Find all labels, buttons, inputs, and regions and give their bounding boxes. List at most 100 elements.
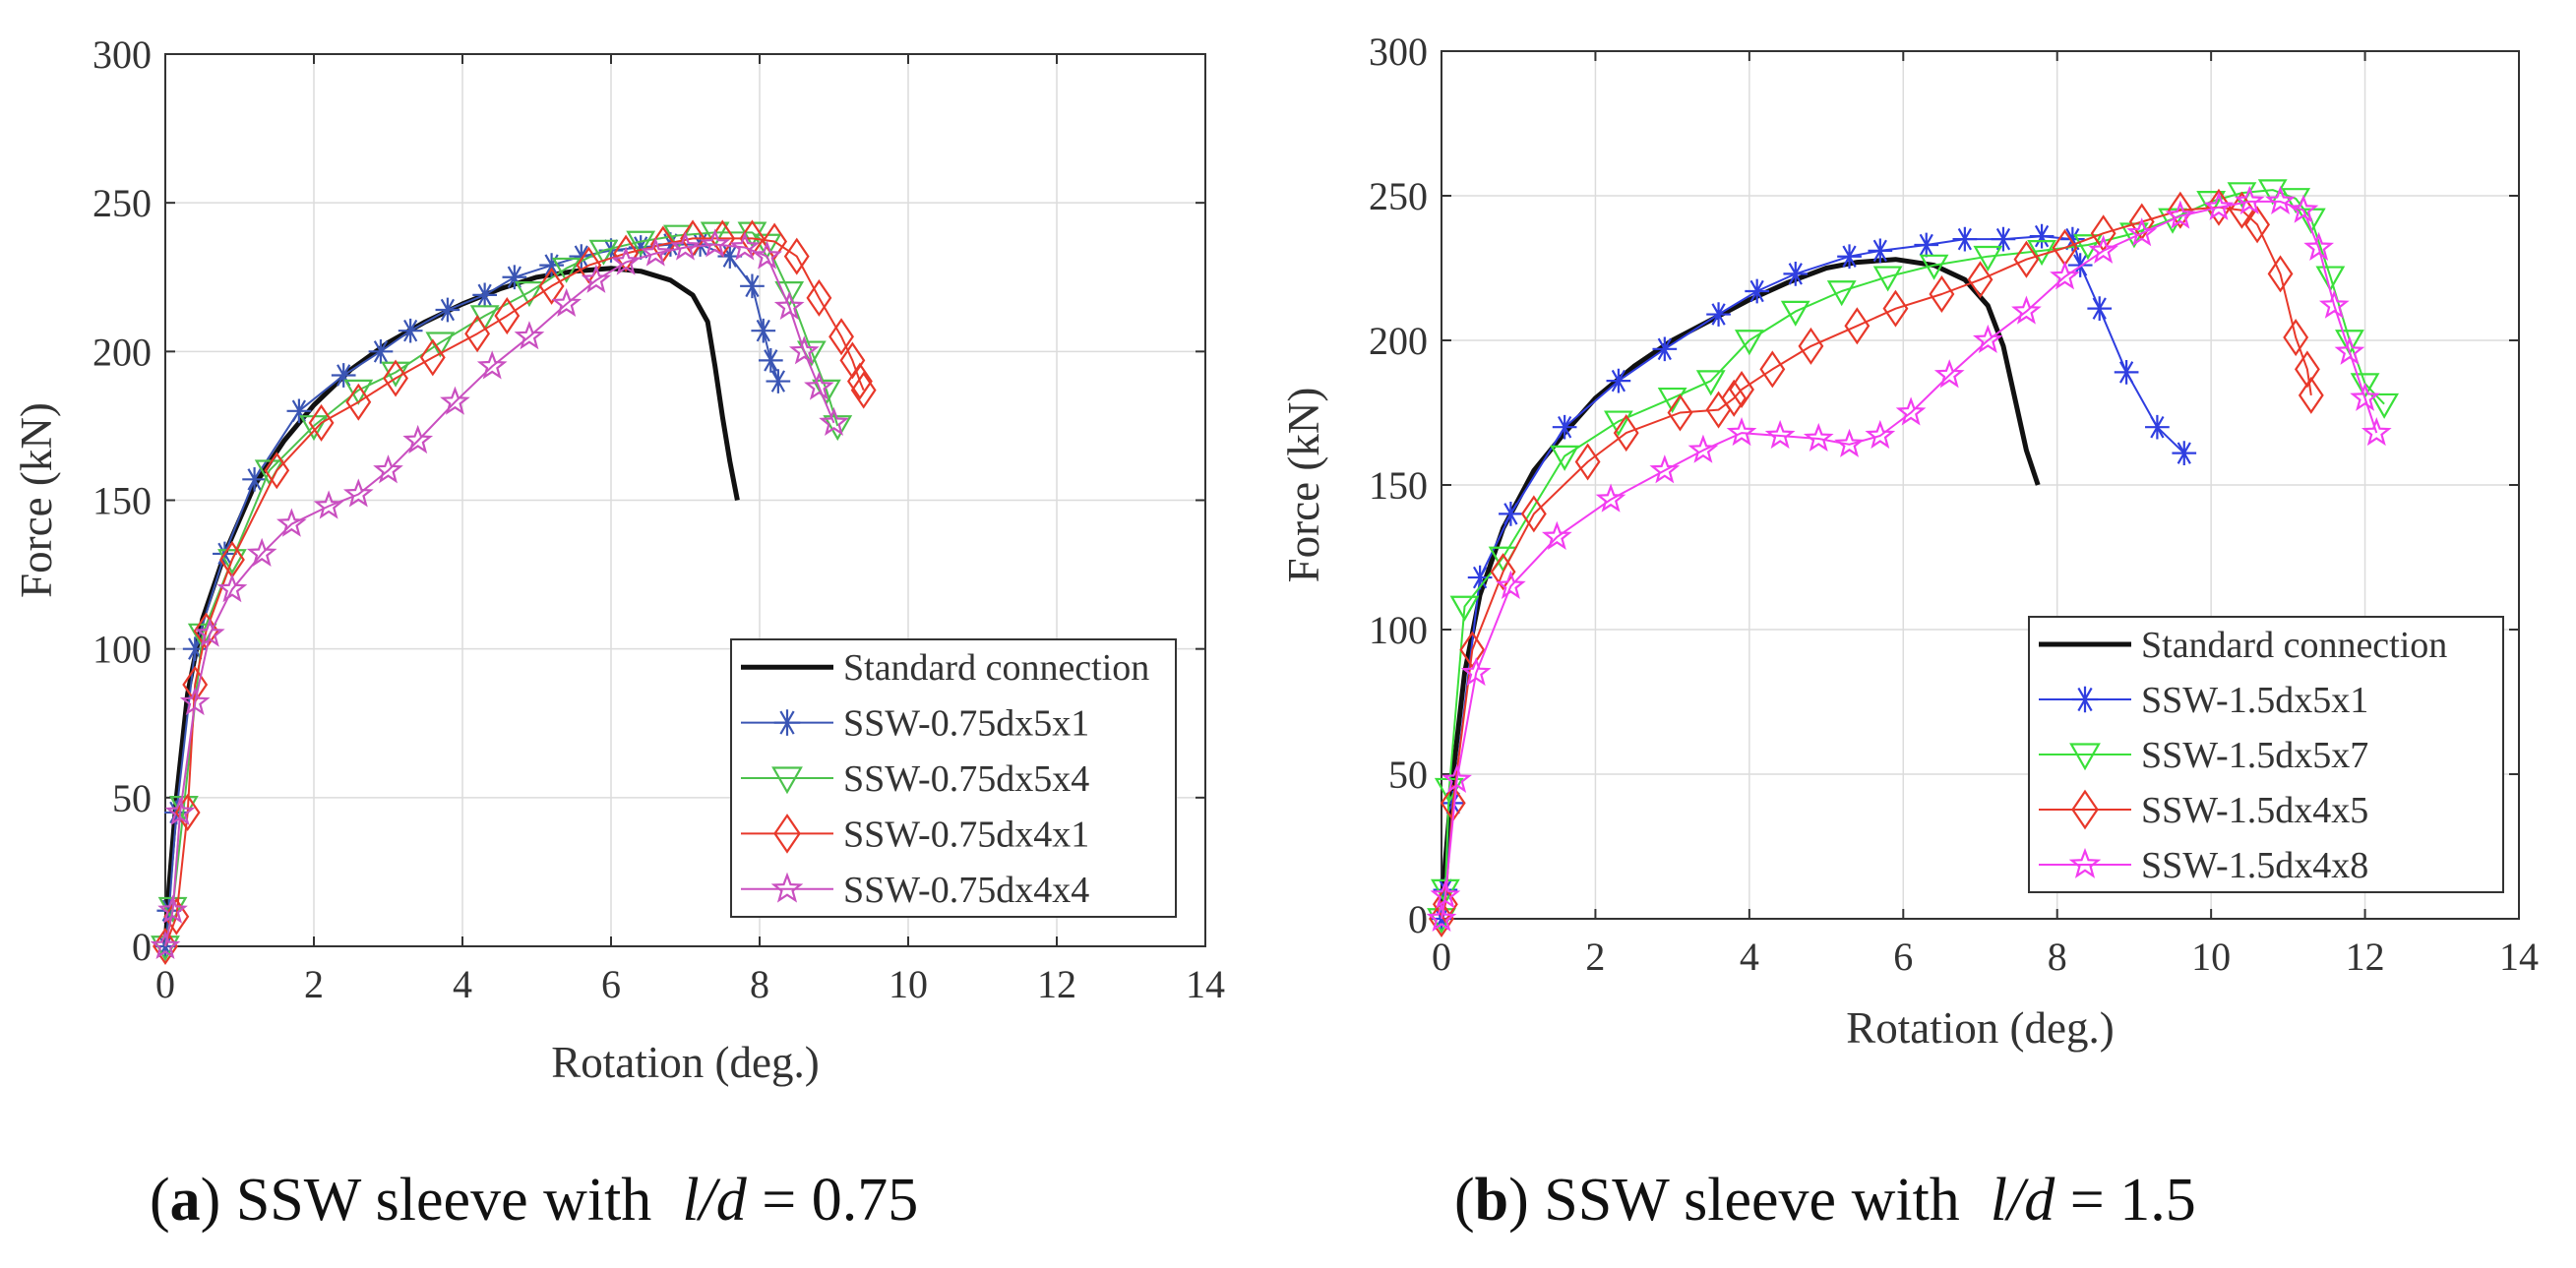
data-point xyxy=(717,244,743,269)
series-line xyxy=(1439,257,2041,920)
data-point xyxy=(2013,240,2040,278)
series-ssw-1-5dx4x8 xyxy=(1426,185,2392,933)
caption-b-text: SSW sleeve with xyxy=(1544,1167,1960,1234)
y-tick-label: 300 xyxy=(1369,30,1428,74)
data-point xyxy=(658,232,683,257)
data-point xyxy=(788,335,820,365)
data-point xyxy=(502,265,527,290)
data-point xyxy=(1759,350,1786,389)
data-point xyxy=(2050,261,2080,290)
data-point xyxy=(2088,234,2118,264)
data-point xyxy=(373,454,403,484)
data-point xyxy=(1991,226,2016,252)
data-point xyxy=(216,574,248,603)
data-point xyxy=(2350,373,2380,399)
data-point xyxy=(308,403,335,442)
series-line xyxy=(1441,200,2378,920)
data-point xyxy=(1783,262,1809,286)
series-standard-connection xyxy=(1439,257,2041,920)
y-tick-label: 50 xyxy=(112,776,152,820)
data-point xyxy=(1826,280,1857,307)
data-point xyxy=(515,281,544,308)
y-tick-label: 150 xyxy=(1369,463,1428,508)
caption-b: (b) SSW sleeve with l/d = 1.5 xyxy=(1454,1167,2196,1234)
data-point xyxy=(1929,274,1955,313)
legend-label: Standard connection xyxy=(843,647,1149,689)
x-tick-label: 10 xyxy=(2191,935,2231,979)
data-point xyxy=(1432,885,1458,924)
data-point xyxy=(581,264,612,293)
y-tick-label: 0 xyxy=(1408,897,1428,941)
data-point xyxy=(2145,414,2170,440)
data-point xyxy=(551,287,583,318)
y-tick-label: 200 xyxy=(92,330,152,374)
data-point xyxy=(1868,238,1893,264)
data-point xyxy=(1574,443,1601,481)
data-point xyxy=(640,237,671,267)
legend-swatch-marker xyxy=(2069,743,2101,771)
data-point xyxy=(1706,302,1731,327)
legend-label: SSW-1.5dx5x7 xyxy=(2141,735,2368,776)
data-point xyxy=(2288,194,2319,223)
data-point xyxy=(610,246,642,275)
data-point xyxy=(264,452,290,490)
data-point xyxy=(402,424,434,454)
x-tick-label: 4 xyxy=(1740,935,1759,979)
y-axis-label: Force (kN) xyxy=(1279,388,1328,583)
caption-a: (a) SSW sleeve with l/d = 0.75 xyxy=(150,1167,919,1234)
x-tick-label: 8 xyxy=(750,962,769,1006)
data-point xyxy=(700,228,731,258)
data-point xyxy=(1459,631,1486,669)
series-line xyxy=(164,243,835,947)
legend-swatch-marker xyxy=(2071,686,2099,713)
data-point xyxy=(850,371,877,409)
series-standard-connection xyxy=(162,266,740,947)
data-point xyxy=(1603,410,1633,437)
data-point xyxy=(2335,330,2364,356)
data-point xyxy=(2315,266,2346,292)
data-point xyxy=(2167,191,2193,229)
y-tick-label: 50 xyxy=(1388,753,1428,797)
data-point xyxy=(576,246,602,284)
data-point xyxy=(1467,565,1493,590)
data-point xyxy=(150,930,181,960)
data-point xyxy=(2234,185,2265,214)
data-point xyxy=(217,549,247,575)
data-point xyxy=(343,379,374,405)
data-point xyxy=(729,231,761,261)
data-point xyxy=(368,338,394,364)
data-point xyxy=(2361,416,2392,447)
data-point xyxy=(1430,879,1461,909)
data-point xyxy=(846,362,873,400)
legend-label: Standard connection xyxy=(2141,625,2447,666)
data-point xyxy=(1695,370,1726,396)
data-point xyxy=(758,348,783,373)
data-point xyxy=(1657,387,1687,414)
data-point xyxy=(569,244,594,269)
data-point xyxy=(1952,226,1978,252)
x-tick-label: 8 xyxy=(2048,935,2067,979)
data-point xyxy=(588,239,619,266)
data-point xyxy=(1649,454,1681,484)
data-point xyxy=(823,415,853,442)
data-point xyxy=(1764,419,1796,450)
data-point xyxy=(1687,434,1719,463)
x-tick-label: 14 xyxy=(2499,935,2539,979)
data-point xyxy=(1490,553,1516,591)
y-tick-label: 200 xyxy=(1369,319,1428,363)
y-tick-label: 300 xyxy=(92,32,152,77)
data-point xyxy=(342,478,374,508)
data-point xyxy=(2303,231,2334,261)
data-point xyxy=(246,537,277,567)
data-point xyxy=(773,290,805,321)
x-tick-label: 2 xyxy=(304,962,324,1006)
data-point xyxy=(425,332,456,358)
data-point xyxy=(539,253,564,278)
data-point xyxy=(1798,327,1824,365)
data-point xyxy=(179,686,211,716)
data-point xyxy=(1803,422,1834,453)
data-point xyxy=(1496,570,1526,599)
legend-label: SSW-0.75dx5x1 xyxy=(843,703,1089,745)
data-point xyxy=(2244,206,2271,244)
data-point xyxy=(2126,217,2158,247)
